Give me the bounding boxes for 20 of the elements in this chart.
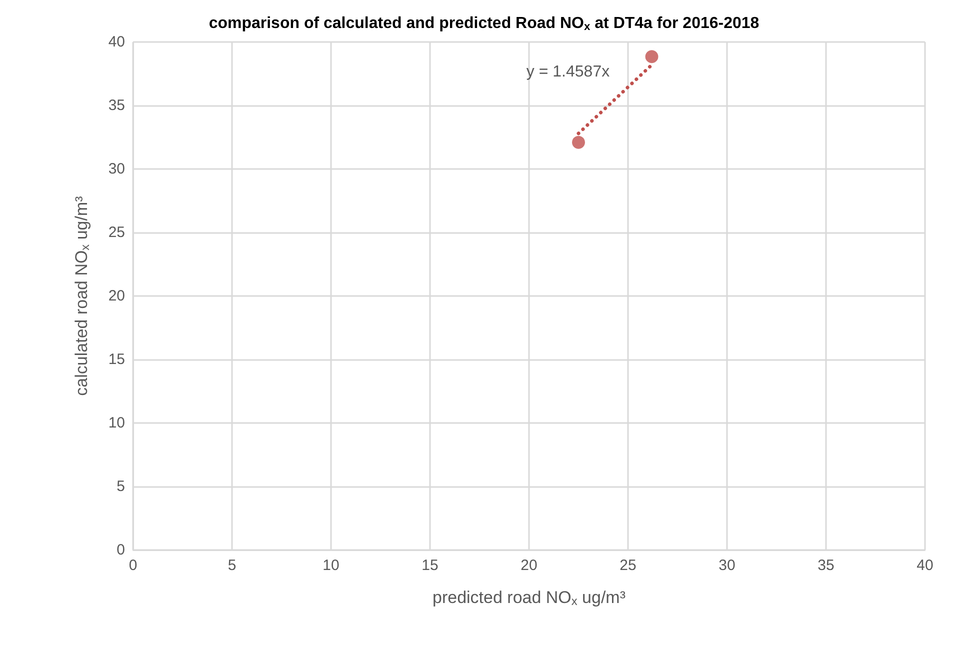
y-tick-label: 30 bbox=[108, 160, 125, 178]
x-tick-label: 10 bbox=[322, 557, 340, 574]
x-tick-label: 40 bbox=[916, 557, 934, 574]
x-tick-label: 0 bbox=[128, 557, 138, 574]
x-tick-label: 20 bbox=[520, 557, 538, 574]
y-tick-label: 10 bbox=[108, 414, 125, 432]
y-tick-label: 15 bbox=[108, 351, 125, 368]
y-tick-label: 25 bbox=[108, 224, 125, 241]
y-tick-label: 40 bbox=[108, 34, 125, 50]
y-axis-title: calculated road NOx ug/m³ bbox=[72, 196, 92, 396]
x-tick-label: 35 bbox=[818, 557, 834, 574]
y-tick-label: 0 bbox=[116, 542, 125, 558]
y-tick-label: 5 bbox=[116, 478, 125, 495]
y-tick-label: 20 bbox=[108, 288, 125, 304]
y-tick-label: 35 bbox=[108, 97, 125, 114]
x-tick-label: 5 bbox=[228, 557, 236, 574]
x-tick-label: 15 bbox=[422, 557, 438, 574]
annotation: y = 1.4587x bbox=[526, 64, 610, 80]
x-tick-label: 30 bbox=[718, 557, 736, 574]
x-tick-label: 25 bbox=[620, 557, 636, 574]
